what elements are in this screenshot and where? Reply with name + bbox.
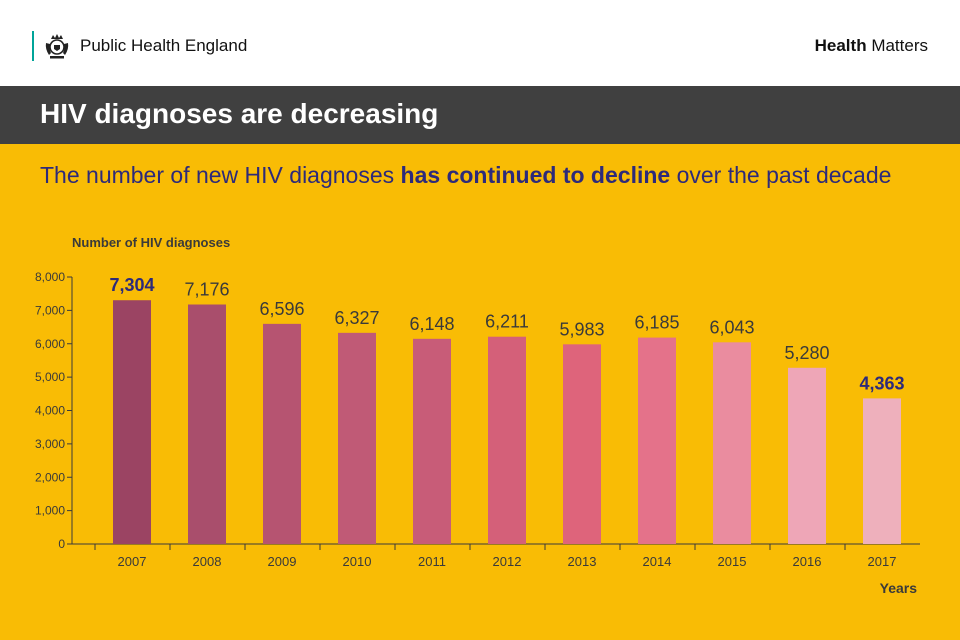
y-tick-label: 3,000 (35, 437, 65, 451)
bar-2015 (713, 342, 751, 544)
logo-divider (32, 31, 34, 61)
x-tick-label: 2013 (568, 554, 597, 569)
subtitle-after: over the past decade (670, 162, 892, 188)
subtitle-before: The number of new HIV diagnoses (40, 162, 401, 188)
x-tick-label: 2014 (643, 554, 672, 569)
page-title: HIV diagnoses are decreasing (40, 98, 439, 129)
y-tick-label: 8,000 (35, 270, 65, 284)
x-tick-label: 2016 (793, 554, 822, 569)
subtitle: The number of new HIV diagnoses has cont… (40, 162, 891, 189)
y-tick-label: 4,000 (35, 404, 65, 418)
data-label-2007: 7,304 (109, 275, 154, 295)
x-tick-label: 2017 (868, 554, 897, 569)
x-tick-label: 2009 (268, 554, 297, 569)
data-label-2014: 6,185 (634, 313, 679, 333)
bar-2007 (113, 300, 151, 544)
y-axis-label: Number of HIV diagnoses (72, 235, 230, 250)
bar-2009 (263, 323, 301, 544)
x-tick-label: 2007 (118, 554, 147, 569)
bar-2008 (188, 304, 226, 544)
bar-2016 (788, 367, 826, 544)
title-bar: HIV diagnoses are decreasing (0, 86, 960, 144)
data-label-2008: 7,176 (184, 280, 229, 300)
data-label-2009: 6,596 (259, 299, 304, 319)
royal-crest-icon (45, 34, 69, 59)
data-label-2015: 6,043 (709, 317, 754, 337)
data-label-2016: 5,280 (784, 343, 829, 363)
data-label-2017: 4,363 (859, 373, 904, 393)
phe-logo: Public Health England (32, 30, 247, 62)
bar-2012 (488, 336, 526, 544)
bar-2013 (563, 344, 601, 544)
data-label-2011: 6,148 (409, 314, 454, 334)
data-label-2013: 5,983 (559, 319, 604, 339)
bar-2017 (863, 398, 901, 544)
bar-chart: Number of HIV diagnoses 0 1,000 2,000 3,000 4… (35, 235, 920, 596)
x-tick-label: 2010 (343, 554, 372, 569)
x-tick-label: 2012 (493, 554, 522, 569)
org-name: Public Health England (80, 36, 248, 55)
bar-2014 (638, 337, 676, 544)
y-tick-label: 6,000 (35, 337, 65, 351)
y-tick-label: 7,000 (35, 303, 65, 317)
brand-light: Matters (866, 36, 928, 55)
subtitle-emphasis: has continued to decline (400, 162, 671, 188)
y-tick-label: 0 (58, 537, 65, 551)
bar-2010 (338, 332, 376, 544)
data-label-2010: 6,327 (334, 308, 379, 328)
x-tick-label: 2015 (718, 554, 747, 569)
header-bar: Public Health England Health Matters (0, 0, 960, 86)
x-tick-label: 2011 (418, 554, 446, 569)
health-matters-brand: Health Matters (815, 36, 928, 56)
data-label-2012: 6,211 (485, 312, 529, 332)
x-axis-label: Years (880, 580, 918, 596)
y-tick-label: 2,000 (35, 470, 65, 484)
bar-2011 (413, 338, 451, 544)
y-tick-label: 5,000 (35, 370, 65, 384)
y-tick-label: 1,000 (35, 504, 65, 518)
x-tick-label: 2008 (193, 554, 222, 569)
brand-bold: Health (814, 36, 867, 55)
